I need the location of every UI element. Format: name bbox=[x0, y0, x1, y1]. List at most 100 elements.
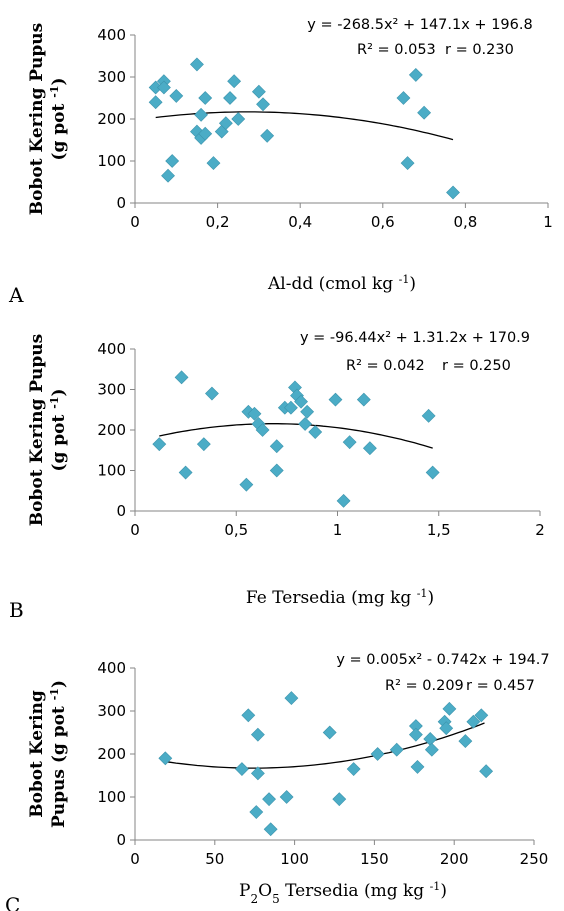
data-point bbox=[156, 80, 171, 95]
y-tick-label: 300 bbox=[97, 702, 126, 720]
y-axis-unit: (g pot -1) bbox=[48, 388, 70, 471]
x-tick-label: 0,6 bbox=[371, 213, 395, 231]
y-tick-label: 300 bbox=[97, 68, 126, 86]
x-tick-label: 100 bbox=[280, 850, 309, 868]
data-point bbox=[161, 168, 175, 183]
y-axis-label: Bobot Kering Pupus bbox=[27, 23, 47, 215]
data-point bbox=[235, 762, 249, 776]
x-tick-label: 200 bbox=[440, 850, 469, 868]
data-point bbox=[408, 727, 423, 742]
data-point bbox=[400, 156, 415, 171]
y-axis-label-line2: Pupus (g pot -1) bbox=[48, 680, 70, 828]
data-point bbox=[255, 423, 270, 437]
data-point bbox=[328, 392, 343, 407]
data-point bbox=[262, 792, 276, 807]
data-point bbox=[421, 408, 436, 423]
regression-equation: y = 0.005x² - 0.742x + 194.7 bbox=[336, 652, 549, 668]
scatter-panel-b: 0 100 200 300 400 0 0,5 1 1,5 2 y = -96.44x² + 1.3… bbox=[9, 330, 545, 622]
x-tick-label: 0,4 bbox=[288, 213, 312, 231]
r-squared-label: R² = 0.042 bbox=[346, 358, 425, 374]
x-tick-label: 0,5 bbox=[224, 521, 248, 539]
panel-label: B bbox=[9, 598, 24, 622]
data-point bbox=[298, 417, 313, 431]
data-point bbox=[263, 822, 278, 837]
data-point bbox=[174, 370, 189, 385]
y-tick-label: 200 bbox=[97, 110, 126, 128]
data-point bbox=[198, 91, 213, 105]
y-tick-label: 400 bbox=[97, 340, 126, 358]
data-point bbox=[439, 721, 454, 736]
data-point bbox=[284, 400, 298, 415]
r-label: r = 0.457 bbox=[466, 678, 535, 694]
x-tick-label: 1 bbox=[543, 213, 553, 231]
y-tick-label: 0 bbox=[116, 831, 126, 849]
data-point bbox=[269, 439, 284, 454]
x-axis-label: Fe Tersedia (mg kg -1) bbox=[246, 587, 434, 609]
data-point bbox=[256, 97, 270, 112]
data-point bbox=[148, 95, 163, 110]
data-point bbox=[206, 156, 221, 171]
data-point bbox=[158, 751, 173, 766]
x-tick-label: 50 bbox=[205, 850, 224, 868]
data-point bbox=[165, 154, 180, 168]
scatter-panel-c: 0 100 200 300 400 0 50 100 150 200 250 y = 0.005x² … bbox=[5, 652, 550, 911]
data-point bbox=[198, 126, 213, 141]
y-tick-label: 200 bbox=[97, 745, 126, 763]
scatter-panel-a: 0 100 200 300 400 0 0,2 0,4 0,6 0,8 1 y = -268.5x² … bbox=[8, 17, 553, 307]
data-point bbox=[446, 185, 460, 200]
data-point bbox=[410, 759, 425, 774]
data-point bbox=[300, 404, 315, 419]
data-point bbox=[356, 392, 371, 407]
data-point bbox=[251, 84, 266, 99]
data-point bbox=[260, 128, 275, 143]
y-tick-label: 400 bbox=[97, 26, 126, 44]
x-axis-label: Al-dd (cmol kg -1) bbox=[267, 273, 416, 295]
y-tick-label: 0 bbox=[116, 194, 126, 212]
regression-equation: y = -96.44x² + 1.31.2x + 170.9 bbox=[300, 330, 530, 346]
data-point bbox=[250, 766, 265, 781]
data-point bbox=[425, 465, 440, 480]
regression-equation: y = -268.5x² + 147.1x + 196.8 bbox=[307, 17, 532, 33]
x-tick-label: 0,8 bbox=[453, 213, 477, 231]
y-tick-label: 100 bbox=[97, 788, 126, 806]
data-point bbox=[474, 708, 489, 723]
x-tick-label: 2 bbox=[535, 521, 545, 539]
panel-label: C bbox=[5, 893, 20, 911]
data-point bbox=[227, 74, 242, 89]
trend-line bbox=[165, 722, 485, 769]
data-point bbox=[205, 386, 219, 401]
y-tick-label: 200 bbox=[97, 421, 126, 439]
x-tick-label: 0 bbox=[130, 213, 140, 231]
data-point bbox=[231, 112, 246, 126]
data-point bbox=[196, 437, 211, 452]
data-point bbox=[442, 701, 457, 716]
x-tick-label: 1,5 bbox=[427, 521, 451, 539]
data-point bbox=[279, 790, 294, 804]
y-tick-label: 0 bbox=[116, 502, 126, 520]
data-point bbox=[239, 477, 254, 492]
data-point bbox=[466, 714, 481, 729]
data-point bbox=[336, 493, 351, 508]
r-label: r = 0.230 bbox=[445, 42, 514, 58]
x-tick-label: 0 bbox=[130, 850, 140, 868]
r-squared-label: R² = 0.209 bbox=[385, 678, 464, 694]
r-squared-label: R² = 0.053 bbox=[357, 42, 436, 58]
data-point bbox=[370, 747, 385, 761]
x-tick-label: 150 bbox=[360, 850, 389, 868]
data-point bbox=[424, 742, 439, 757]
data-point bbox=[389, 742, 404, 757]
data-point bbox=[250, 727, 265, 742]
data-point bbox=[190, 57, 204, 72]
data-point bbox=[269, 463, 284, 478]
data-point bbox=[362, 441, 377, 456]
data-point bbox=[458, 734, 473, 749]
data-point bbox=[178, 465, 193, 480]
data-point bbox=[417, 105, 432, 120]
data-point bbox=[249, 805, 264, 819]
data-point bbox=[194, 107, 209, 122]
data-point bbox=[218, 116, 233, 131]
data-point bbox=[342, 435, 357, 450]
y-tick-label: 100 bbox=[97, 462, 126, 480]
data-point bbox=[479, 764, 494, 779]
data-point bbox=[152, 437, 167, 452]
